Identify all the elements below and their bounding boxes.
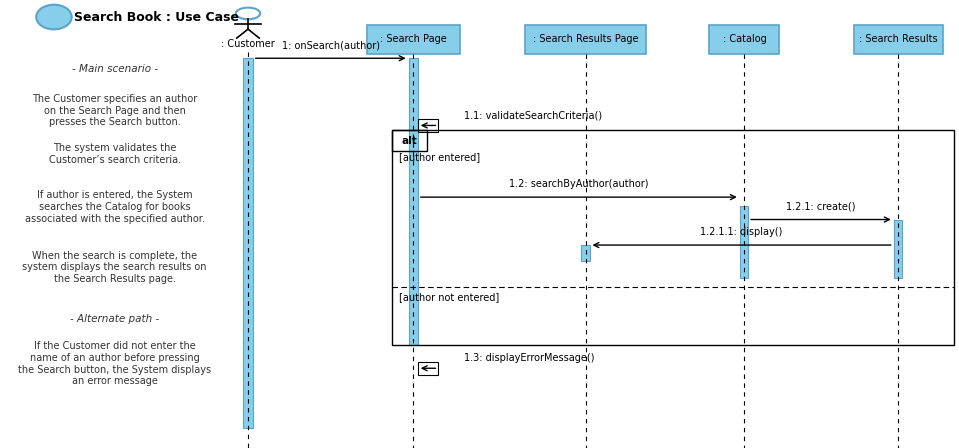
Ellipse shape	[36, 5, 72, 30]
Text: : Search Results: : Search Results	[859, 34, 938, 44]
Bar	[418, 362, 438, 375]
Text: Search Book : Use Case: Search Book : Use Case	[75, 10, 240, 24]
Bar	[581, 245, 590, 261]
Text: 1.2: searchByAuthor(author): 1.2: searchByAuthor(author)	[509, 179, 648, 189]
Bar	[391, 130, 427, 151]
Bar	[526, 25, 646, 54]
Text: : Search Page: : Search Page	[380, 34, 447, 44]
Text: 1.3: displayErrorMessage(): 1.3: displayErrorMessage()	[464, 353, 595, 363]
Bar	[739, 206, 748, 278]
Bar	[894, 220, 902, 278]
Text: : Search Results Page: : Search Results Page	[533, 34, 639, 44]
Text: : Customer: : Customer	[222, 39, 275, 49]
Text: 1: onSearch(author): 1: onSearch(author)	[282, 40, 380, 50]
Text: : Catalog: : Catalog	[722, 34, 766, 44]
Bar	[366, 25, 459, 54]
Text: 1.1: validateSearchCriteria(): 1.1: validateSearchCriteria()	[464, 110, 602, 120]
Text: The system validates the
Customer’s search criteria.: The system validates the Customer’s sear…	[49, 143, 180, 165]
Text: - Main scenario -: - Main scenario -	[72, 64, 157, 73]
Bar	[244, 58, 252, 428]
Text: If author is entered, the System
searches the Catalog for books
associated with : If author is entered, the System searche…	[25, 190, 204, 224]
Bar	[854, 25, 943, 54]
Text: - Alternate path -: - Alternate path -	[70, 314, 159, 324]
Text: alt: alt	[402, 136, 417, 146]
Text: When the search is complete, the
system displays the search results on
the Searc: When the search is complete, the system …	[22, 251, 207, 284]
Text: 1.2.1.1: display(): 1.2.1.1: display()	[700, 227, 783, 237]
Text: The Customer specifies an author
on the Search Page and then
presses the Search : The Customer specifies an author on the …	[32, 94, 198, 127]
Bar	[409, 58, 418, 345]
Text: [author not entered]: [author not entered]	[399, 292, 500, 302]
Text: 1.2.1: create(): 1.2.1: create()	[786, 202, 855, 211]
Text: [author entered]: [author entered]	[399, 152, 480, 162]
Bar	[710, 25, 780, 54]
Text: If the Customer did not enter the
name of an author before pressing
the Search b: If the Customer did not enter the name o…	[18, 341, 211, 386]
Bar	[391, 130, 954, 345]
Bar	[418, 119, 438, 132]
